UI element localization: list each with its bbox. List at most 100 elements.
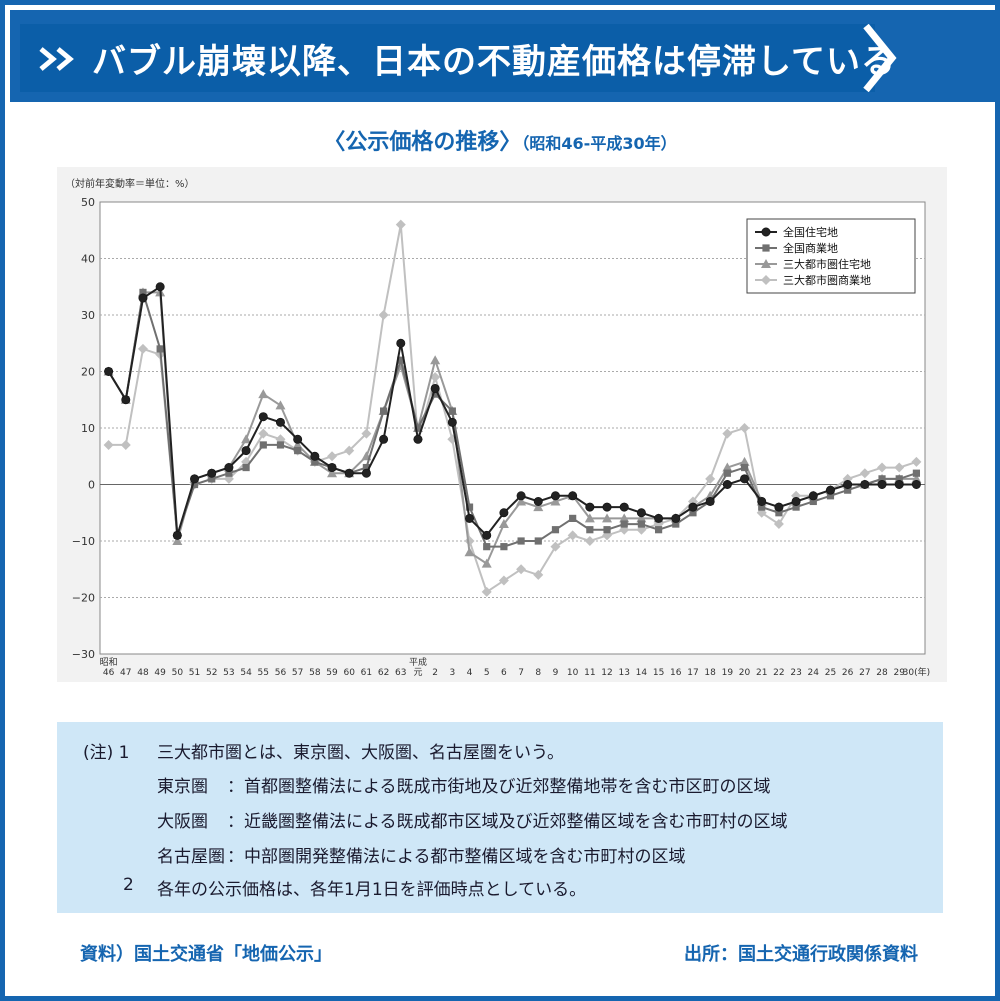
note-nagoya-name: 名古屋圏 (157, 847, 225, 867)
series-3-point (275, 400, 286, 410)
series-2-point (551, 526, 560, 534)
series-1-point (705, 496, 715, 506)
series-2-point (603, 526, 611, 534)
x-tick-label: 46 (103, 668, 115, 678)
series-1-point (722, 479, 732, 489)
series-1-point (258, 412, 268, 422)
x-tick-label: 11 (584, 668, 595, 678)
series-3-point (172, 536, 183, 545)
header-title-bar: バブル崩壊以降、日本の不動産価格は停滞している (20, 24, 895, 92)
series-1-point (619, 502, 629, 512)
series-2-point (878, 475, 886, 483)
unit-note: （対前年変動率＝単位：%） (65, 177, 195, 190)
series-2-point (259, 441, 267, 449)
series-1-point (310, 451, 320, 461)
series-1-point (396, 338, 406, 348)
series-2-point (311, 458, 319, 466)
double-chevron-right-icon (39, 47, 74, 71)
y-tick-label: 0 (88, 479, 95, 492)
x-tick-label: 21 (756, 668, 767, 678)
header-band: バブル崩壊以降、日本の不動産価格は停滞している (10, 10, 1000, 102)
series-4-point (859, 468, 870, 479)
x-tick-label: 14 (636, 668, 648, 678)
x-tick-label: 30(年) (903, 666, 930, 678)
series-1-point (482, 530, 492, 540)
note-osaka-name: 大阪圏 (157, 812, 208, 832)
series-1-point (894, 479, 904, 489)
series-2-point (517, 537, 525, 545)
series-2-point (362, 463, 371, 472)
series-1-point (516, 491, 526, 501)
chart-title: 〈公示価格の推移〉（昭和46-平成30年） (0, 124, 1000, 156)
origin-note: 出所：国土交通行政関係資料 (684, 944, 918, 965)
series-4-point (137, 343, 148, 354)
series-2-point (225, 469, 233, 477)
x-tick-label: 52 (206, 668, 217, 678)
x-tick-label: 47 (120, 668, 131, 678)
series-3-point (739, 456, 750, 466)
series-2-point (500, 543, 508, 551)
y-tick-label: 20 (81, 366, 95, 379)
x-tick-label: 19 (722, 668, 734, 678)
series-2-point (809, 497, 817, 506)
series-2-point (758, 503, 766, 511)
legend-marker (761, 227, 771, 237)
note-label: (注) 1 (83, 743, 130, 763)
series-3-point (619, 513, 630, 523)
legend-marker (761, 259, 771, 268)
x-tick-label: 17 (687, 668, 698, 678)
series-2-point (723, 469, 731, 477)
series-1-point (172, 530, 182, 540)
series-3-point (722, 462, 733, 472)
series-3-point (550, 496, 561, 506)
series-2-point (276, 441, 285, 449)
series-2-point (740, 463, 749, 472)
page-title: バブル崩壊以降、日本の不動産価格は停滞している (92, 42, 896, 82)
series-4-point (103, 439, 114, 450)
series-3-point (911, 473, 922, 483)
series-4-point (705, 473, 716, 484)
series-4-point (722, 428, 733, 439)
series-1-point (568, 491, 578, 501)
x-tick-label: 24 (808, 668, 820, 678)
y-tick-label: 40 (81, 253, 95, 266)
x-tick-label: 54 (240, 668, 252, 678)
series-4-point (894, 462, 905, 473)
series-2-point (448, 407, 456, 415)
series-4-point (516, 564, 527, 575)
x-tick-label: 27 (859, 668, 870, 678)
series-1-point (224, 463, 234, 473)
x-tick-label: 8 (535, 668, 541, 678)
chart-title-main: 〈公示価格の推移〉 (323, 130, 522, 155)
note-line-1: 三大都市圏とは、東京圏、大阪圏、名古屋圏をいう。 (157, 743, 564, 763)
series-1-point (740, 474, 750, 484)
series-2-point (620, 520, 628, 528)
series-4-point (430, 372, 441, 383)
series-1-point (550, 491, 560, 501)
series-1-point (808, 491, 818, 501)
series-2-point (190, 480, 199, 489)
legend-label: 三大都市圏商業地 (783, 273, 871, 287)
chart-panel: −30 −20 −10 0 10 20 30 40 50 （対前年変動率＝単位：%） 46 47 48 4… (57, 167, 947, 682)
series-2-point (569, 514, 577, 522)
series-2-point (156, 345, 164, 353)
x-tick-label: 29 (893, 668, 905, 678)
series-4-point (550, 541, 561, 552)
y-tick-label: −30 (72, 648, 95, 661)
series-4-point (602, 530, 613, 541)
series-2-point (826, 492, 835, 500)
series-2-point (654, 526, 663, 534)
series-3-point (498, 519, 509, 529)
series-1-point (602, 502, 612, 512)
note-tokyo-text: ：首都圏整備法による既成市街地及び近郊整備地帯を含む市区町の区域 (227, 777, 771, 797)
series-1-point (361, 468, 371, 478)
x-tick-label: 53 (223, 668, 234, 678)
series-4-point (584, 536, 595, 546)
series-2-point (208, 475, 216, 483)
series-2-point (792, 503, 800, 511)
x-tick-label: 6 (501, 668, 507, 678)
chart-title-range: （昭和46-平成30年） (521, 134, 677, 153)
note-number-2: 2 (123, 875, 134, 895)
x-tick-label: 16 (670, 668, 682, 678)
